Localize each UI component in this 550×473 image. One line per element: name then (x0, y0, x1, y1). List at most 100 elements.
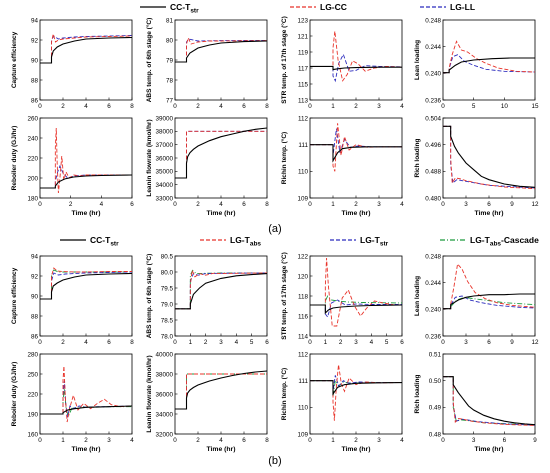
series-line (443, 125, 535, 188)
series-line (175, 273, 267, 310)
y-axis-label: Lean loading (414, 40, 421, 80)
chart-panel: 160 190 220 250 280 0 1 2 3 4 Reboiler duty (GJ/hr… (11, 351, 134, 453)
legend-entry-name: LG-CC (320, 2, 347, 12)
x-tick-label: 0 (308, 437, 312, 444)
y-tick-label: 37000 (155, 142, 173, 149)
x-tick-label: 0 (308, 339, 312, 346)
y-axis-label: ABS temp. of 6th stage (°C) (145, 18, 153, 103)
y-tick-label: 0.504 (425, 115, 441, 122)
x-tick-label: 6 (242, 103, 246, 110)
series-line (310, 65, 402, 71)
y-tick-label: 80.5 (161, 253, 174, 260)
x-tick-label: 0 (38, 339, 42, 346)
x-tick-label: 8 (265, 437, 269, 444)
y-tick-label: 220 (27, 391, 38, 398)
series-line (443, 125, 535, 190)
series-line (40, 380, 132, 418)
y-tick-label: 40000 (155, 351, 173, 358)
x-tick-label: 3 (377, 103, 381, 110)
y-axis-label: Rich loading (414, 138, 421, 177)
plot-frame (309, 19, 403, 101)
y-tick-label: 80 (166, 37, 174, 44)
x-tick-label: 8 (265, 103, 269, 110)
legend-entry-name: LG-T (360, 235, 381, 245)
y-axis-label: Reboiler duty (GJ/hr) (11, 126, 18, 191)
y-tick-label: 0.488 (425, 169, 441, 176)
x-tick-label: 5 (250, 339, 254, 346)
y-tick-label: 79.5 (161, 285, 174, 292)
x-tick-label: 1 (331, 437, 335, 444)
series-line (40, 388, 132, 418)
series-line (40, 35, 132, 64)
y-tick-label: 0.496 (425, 142, 441, 149)
y-tick-label: 0.244 (425, 44, 441, 51)
x-axis-label: Time (hr) (342, 446, 371, 453)
series-line (175, 370, 267, 410)
x-axis-label: Time (hr) (72, 210, 101, 217)
y-tick-label: 88 (31, 313, 39, 320)
series-line (40, 405, 132, 415)
y-tick-label: 94 (31, 17, 39, 24)
x-tick-label: 4 (235, 339, 239, 346)
series-line (443, 376, 535, 426)
x-tick-label: 6 (400, 339, 404, 346)
legend-entry-suffix: -Cascade (501, 235, 539, 245)
chart-panel: 78.0 78.5 79.0 79.5 80.0 80.5 0 1 2 3 4 5 6 ABS temp.… (145, 253, 269, 346)
series-line (175, 269, 267, 310)
x-tick-label: 3 (377, 201, 381, 208)
x-tick-label: 4 (84, 103, 88, 110)
plot-frame (174, 19, 268, 101)
x-tick-label: 2 (339, 339, 343, 346)
legend-entry-sub: abs (490, 241, 502, 248)
series-line (40, 127, 132, 194)
series-line (443, 40, 535, 74)
y-tick-label: 0.248 (425, 253, 441, 260)
x-tick-label: 2 (69, 201, 73, 208)
x-tick-label: 0 (173, 201, 177, 208)
y-axis-label: Leanin flowrate (kmol/hr) (146, 119, 153, 196)
series-line (443, 262, 535, 310)
y-tick-label: 190 (27, 411, 38, 418)
x-tick-label: 4 (84, 339, 88, 346)
x-axis-label: Time (hr) (207, 210, 236, 217)
x-tick-label: 2 (354, 437, 358, 444)
y-tick-label: 38000 (155, 371, 173, 378)
y-tick-label: 36000 (155, 155, 173, 162)
x-tick-label: 1 (331, 103, 335, 110)
y-tick-label: 119 (298, 49, 309, 56)
plot-frame (174, 353, 268, 435)
x-tick-label: 9 (510, 339, 514, 346)
plot-frame (442, 353, 536, 435)
x-tick-label: 0 (38, 103, 42, 110)
y-tick-label: 116 (298, 313, 309, 320)
x-tick-label: 4 (400, 201, 404, 208)
series-line (175, 130, 267, 179)
series-line (310, 257, 402, 327)
x-tick-label: 0 (38, 437, 42, 444)
x-tick-label: 0 (441, 201, 445, 208)
y-tick-label: 250 (27, 371, 38, 378)
series-line (175, 373, 267, 410)
series-line (175, 127, 267, 179)
y-tick-label: 81 (166, 17, 174, 24)
x-tick-label: 6 (503, 437, 507, 444)
y-tick-label: 160 (27, 431, 38, 438)
series-line (40, 365, 132, 423)
y-tick-label: 109 (297, 431, 308, 438)
legend-entry-sub: abs (250, 241, 262, 248)
y-tick-label: 34000 (155, 411, 173, 418)
plot-frame (309, 353, 403, 435)
y-tick-label: 0.240 (425, 307, 441, 314)
x-tick-label: 4 (219, 201, 223, 208)
y-tick-label: 112 (298, 351, 309, 358)
series-line (40, 272, 132, 300)
series-line (310, 304, 402, 315)
y-tick-label: 35000 (155, 169, 173, 176)
x-tick-label: 10 (501, 103, 509, 110)
x-tick-label: 5 (472, 103, 476, 110)
x-tick-label: 0 (308, 201, 312, 208)
x-tick-label: 2 (354, 201, 358, 208)
y-axis-label: Leanin flowrate (kmol/hr) (146, 355, 153, 432)
y-tick-label: 280 (27, 351, 38, 358)
legend-entry-name: LG-T (230, 235, 251, 245)
